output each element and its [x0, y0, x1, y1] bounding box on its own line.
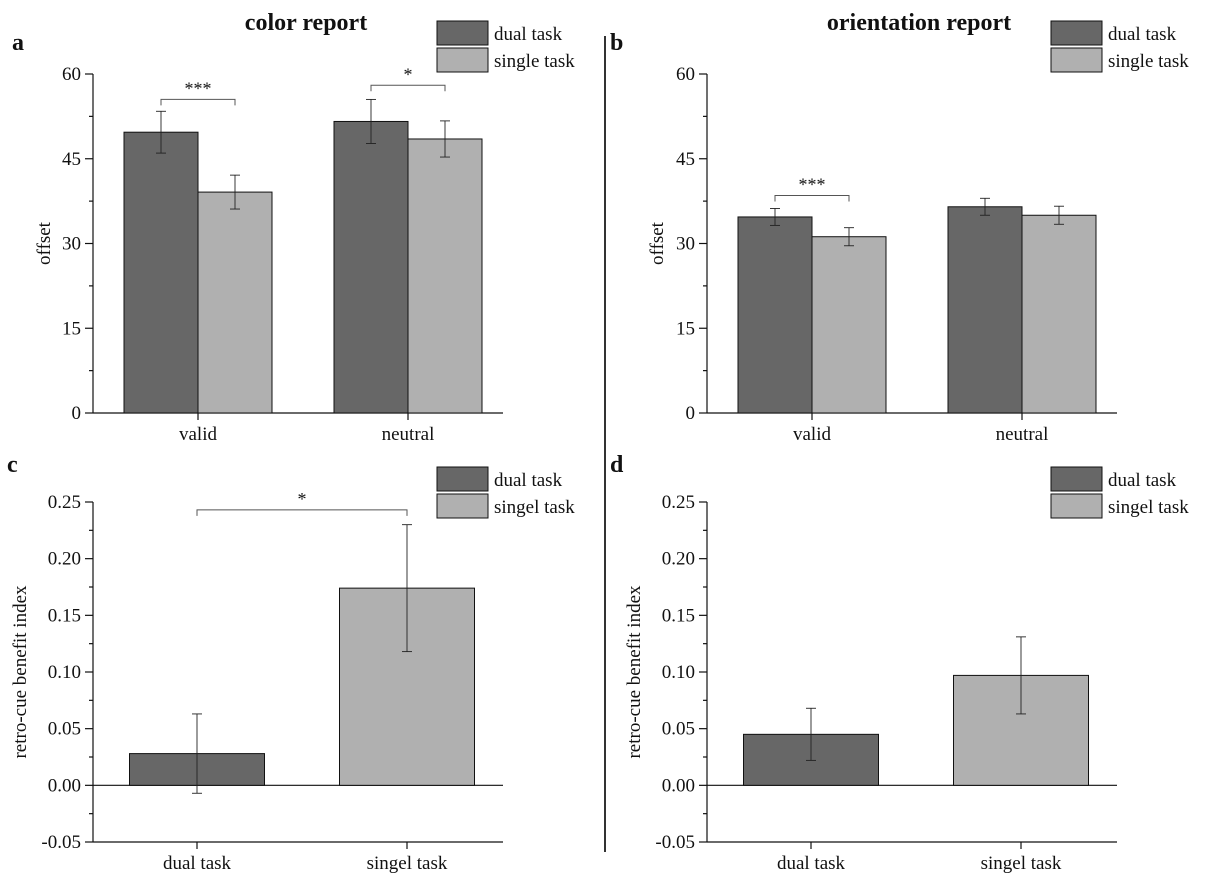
legend-swatch-single — [436, 47, 489, 73]
y-tick-label: 60 — [676, 64, 695, 85]
chart-panel-d: d -0.05 0.00 0.05 0.10 0.15 0.20 0.25 retro-cue … — [610, 452, 1189, 873]
y-tick-label: 0.00 — [48, 775, 81, 796]
y-tick-label: 45 — [62, 149, 81, 170]
y-tick-label: 0.25 — [48, 492, 81, 513]
y-tick-label: 15 — [676, 318, 695, 339]
y-tick-label: 0.15 — [48, 605, 81, 626]
y-tick-label: 15 — [62, 318, 81, 339]
bar-single-valid — [197, 191, 273, 414]
y-axis-title: retro-cue benefit index — [624, 585, 645, 759]
bar-dual-neutral — [333, 120, 409, 414]
legend: dual task singel task — [1050, 466, 1189, 519]
bar-dual-valid — [737, 216, 813, 414]
legend-swatch-single — [1050, 47, 1103, 73]
y-tick-label: 30 — [62, 234, 81, 255]
legend-swatch-dual — [1050, 466, 1103, 492]
legend-label: dual task — [1108, 470, 1177, 491]
y-axis-title: offset — [647, 221, 668, 265]
y-tick-label: 0.15 — [662, 605, 695, 626]
y-tick-label: 0.10 — [662, 662, 695, 683]
legend: dual task singel task — [436, 466, 575, 519]
y-tick-label: 0 — [686, 403, 696, 424]
legend-label: single task — [1108, 51, 1189, 72]
y-tick-label: 0.25 — [662, 492, 695, 513]
bar-single-neutral — [1021, 214, 1097, 414]
y-tick-label: 45 — [676, 149, 695, 170]
bar-single-valid — [811, 236, 887, 414]
panel-letter: c — [7, 452, 18, 478]
legend-swatch-dual — [436, 20, 489, 46]
legend-label: dual task — [1108, 24, 1177, 45]
significance-bracket — [160, 98, 236, 106]
x-category-label: dual task — [777, 853, 846, 873]
legend-swatch-single — [1050, 493, 1103, 519]
x-category-label: valid — [179, 424, 217, 445]
significance-bracket — [196, 509, 408, 516]
x-category-label: neutral — [996, 424, 1049, 445]
legend-swatch-single — [436, 493, 489, 519]
chart-panel-c: c -0.05 0.00 0.05 0.10 0.15 0.20 0.25 retro-cue … — [7, 452, 575, 873]
legend: dual task single task — [436, 20, 575, 73]
panel-letter: a — [12, 30, 24, 56]
chart-panel-a: a color report 0 15 30 45 60 offset valid neutral… — [12, 10, 575, 445]
legend-label: singel task — [494, 497, 575, 518]
legend: dual task single task — [1050, 20, 1189, 73]
y-tick-label: 60 — [62, 64, 81, 85]
x-category-label: singel task — [367, 853, 448, 873]
significance-label: *** — [185, 78, 212, 98]
significance-label: * — [298, 489, 307, 509]
y-tick-label: 0.05 — [48, 719, 81, 740]
y-tick-label: -0.05 — [655, 832, 695, 853]
bar-single-neutral — [407, 138, 483, 414]
significance-label: * — [404, 64, 413, 84]
legend-label: dual task — [494, 470, 563, 491]
y-tick-label: 30 — [676, 234, 695, 255]
legend-swatch-dual — [1050, 20, 1103, 46]
chart-panel-b: b orientation report 0 15 30 45 60 offset valid n… — [610, 10, 1189, 445]
x-category-label: valid — [793, 424, 831, 445]
y-tick-label: 0.10 — [48, 662, 81, 683]
panel-letter: b — [610, 30, 623, 56]
panel-title: color report — [245, 10, 367, 36]
y-tick-label: 0.00 — [662, 775, 695, 796]
y-tick-label: 0 — [72, 403, 82, 424]
y-tick-label: 0.20 — [48, 549, 81, 570]
significance-bracket — [370, 84, 446, 92]
legend-label: single task — [494, 51, 575, 72]
y-axis-title: retro-cue benefit index — [10, 585, 31, 759]
y-axis-title: offset — [34, 221, 55, 265]
legend-label: dual task — [494, 24, 563, 45]
panel-title: orientation report — [827, 10, 1011, 36]
y-tick-label: -0.05 — [41, 832, 81, 853]
significance-label: *** — [799, 174, 826, 194]
x-category-label: singel task — [981, 853, 1062, 873]
panel-letter: d — [610, 452, 624, 478]
x-category-label: dual task — [163, 853, 232, 873]
y-tick-label: 0.05 — [662, 719, 695, 740]
bar-dual-valid — [123, 131, 199, 414]
significance-bracket — [774, 194, 850, 202]
legend-swatch-dual — [436, 466, 489, 492]
legend-label: singel task — [1108, 497, 1189, 518]
x-category-label: neutral — [382, 424, 435, 445]
y-tick-label: 0.20 — [662, 549, 695, 570]
bar-dual-neutral — [947, 206, 1023, 414]
